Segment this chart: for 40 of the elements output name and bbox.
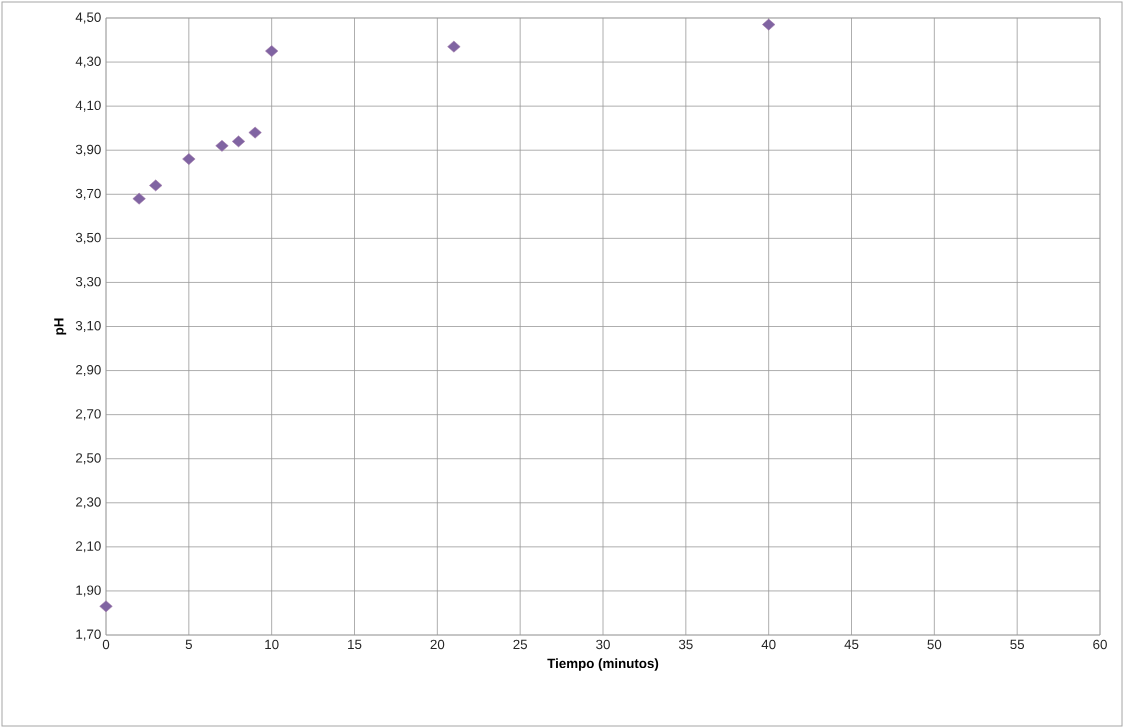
y-tick-label: 4,30 bbox=[75, 56, 101, 68]
y-tick-label: 3,70 bbox=[75, 188, 101, 200]
x-tick-label: 10 bbox=[265, 639, 279, 650]
x-tick-label: 45 bbox=[844, 639, 859, 650]
y-tick-label: 3,90 bbox=[75, 144, 101, 156]
y-tick-label: 1,90 bbox=[76, 585, 101, 597]
point bbox=[265, 45, 279, 57]
y-tick-label: 2,50 bbox=[76, 453, 101, 465]
y-tick-label: 3,50 bbox=[75, 232, 101, 244]
point bbox=[182, 153, 196, 165]
point bbox=[215, 139, 229, 152]
y-tick-label: 3,10 bbox=[75, 321, 101, 333]
x-tick-label: 30 bbox=[596, 639, 610, 650]
y-tick-label: 2,10 bbox=[76, 541, 101, 553]
point bbox=[447, 40, 461, 53]
x-axis-title: Tiempo (minutos) bbox=[547, 658, 659, 671]
y-tick-label: 2,30 bbox=[76, 497, 101, 509]
point bbox=[231, 135, 246, 148]
x-tick-label: 5 bbox=[185, 639, 192, 650]
x-tick-label: 55 bbox=[1010, 639, 1025, 650]
point bbox=[149, 179, 163, 192]
point bbox=[132, 192, 146, 205]
x-tick-label: 60 bbox=[1093, 639, 1107, 650]
y-tick-label: 3,30 bbox=[75, 276, 101, 288]
x-tick-label: 15 bbox=[348, 639, 362, 650]
y-tick-label: 2,90 bbox=[76, 365, 101, 377]
x-tick-label: 20 bbox=[430, 639, 445, 650]
y-tick-label: 4,10 bbox=[75, 100, 101, 112]
point bbox=[248, 126, 262, 139]
y-tick-label: 2,70 bbox=[76, 409, 101, 421]
x-tick-label: 40 bbox=[761, 639, 776, 650]
point bbox=[99, 600, 113, 613]
y-tick-label: 4,50 bbox=[75, 12, 101, 24]
x-tick-label: 0 bbox=[102, 639, 110, 650]
y-tick-label: 1,70 bbox=[76, 629, 101, 641]
point bbox=[762, 18, 776, 31]
x-tick-label: 35 bbox=[678, 639, 693, 650]
y-axis-title: pH bbox=[54, 318, 67, 335]
x-tick-label: 50 bbox=[927, 639, 942, 650]
x-tick-label: 25 bbox=[513, 639, 528, 650]
